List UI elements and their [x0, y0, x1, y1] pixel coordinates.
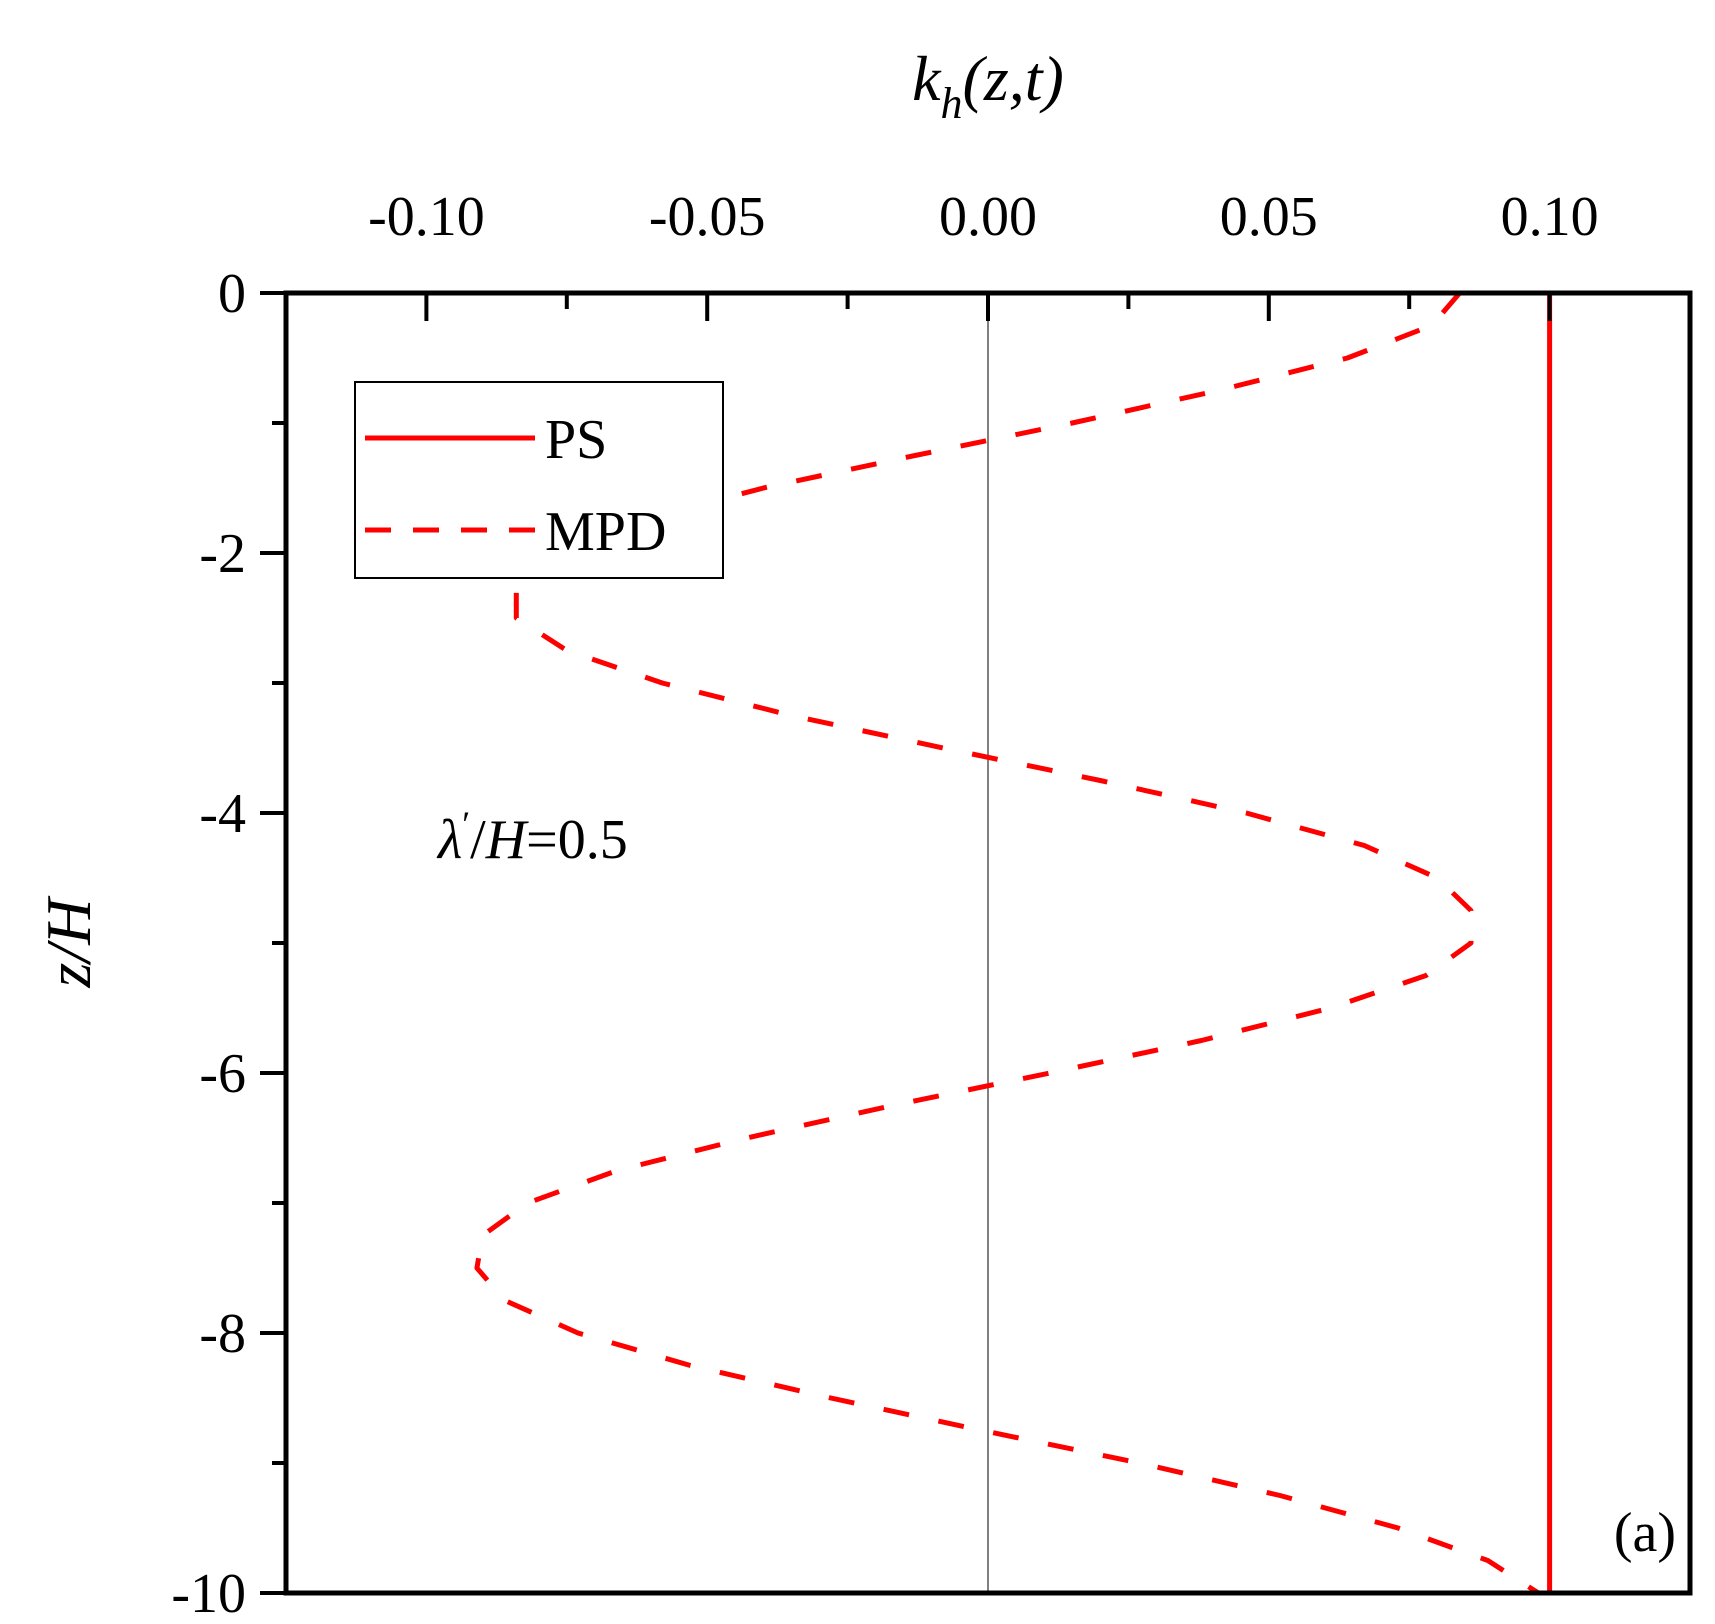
x-axis-title-main: k [912, 43, 942, 114]
x-axis-title-sub: h [941, 79, 963, 128]
panel-label: (a) [1614, 1502, 1676, 1564]
y-tick-label: -4 [199, 783, 246, 845]
y-tick-label: -2 [199, 523, 246, 585]
annotation-lambda-ratio: λ′/H=0.5 [436, 804, 628, 871]
y-axis-title: z/H [33, 895, 104, 989]
legend-box [354, 381, 724, 579]
plot-frame [283, 290, 1693, 1596]
labels-layer: -0.10 -0.05 0.00 0.05 0.10 0 -2 -4 -6 -8 -10 [171, 186, 1598, 1624]
x-tick-label: -0.10 [368, 186, 485, 248]
x-axis-title-tail: (z,t) [963, 43, 1064, 114]
x-tick-label: -0.05 [649, 186, 766, 248]
y-tick-label: 0 [218, 263, 246, 325]
legend: PS MPD [354, 381, 724, 579]
y-tick-label: -10 [171, 1563, 246, 1624]
series-mpd-line [474, 291, 1540, 1596]
annotation-h: H [485, 809, 529, 871]
annotation-slash: / [470, 809, 486, 871]
x-tick-label: 0.05 [1220, 186, 1318, 248]
annotation-lambda: λ [436, 809, 462, 871]
x-axis-title: kh(z,t) [912, 43, 1064, 128]
x-tick-label: 0.10 [1501, 186, 1599, 248]
legend-label-mpd: MPD [545, 501, 666, 563]
x-tick-label: 0.00 [939, 186, 1037, 248]
annotation-prime: ′ [462, 804, 470, 844]
legend-label-ps: PS [545, 409, 607, 471]
ticks-layer [260, 291, 1552, 1595]
y-tick-label: -8 [199, 1303, 246, 1365]
annotation-value: =0.5 [526, 809, 628, 871]
y-tick-label: -6 [199, 1043, 246, 1105]
plot-layer [474, 291, 1553, 1596]
